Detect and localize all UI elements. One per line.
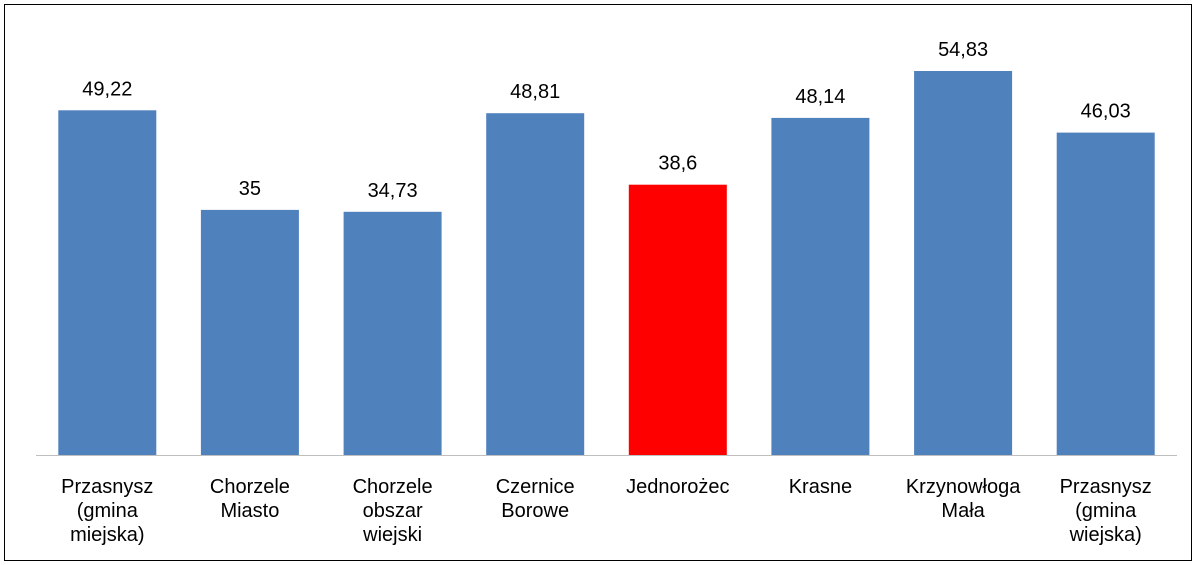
bar-8 [1056, 132, 1155, 455]
category-label-line: wiejska) [1069, 524, 1142, 546]
bar-6 [771, 117, 870, 456]
data-label-6: 48,14 [795, 86, 845, 108]
category-label-4: Czernice Borowe [496, 476, 575, 522]
data-label-5: 38,6 [658, 153, 697, 175]
bar-3 [343, 211, 442, 455]
bar-1 [58, 110, 157, 456]
data-label-8: 46,03 [1081, 101, 1131, 123]
category-label-line: Miasto [220, 500, 279, 522]
category-label-line: miejska) [70, 524, 144, 546]
category-label-line: Czernice [496, 476, 575, 498]
category-label-line: Jednorożec [626, 476, 729, 498]
category-label-line: (gmina [77, 500, 139, 522]
data-label-7: 54,83 [938, 39, 988, 61]
bar-7 [914, 71, 1013, 455]
category-label-line: Przasnysz [1060, 476, 1152, 498]
category-label-line: Przasnysz [61, 476, 153, 498]
bar-4 [486, 113, 585, 455]
category-label-line: obszar [363, 500, 423, 522]
data-label-2: 35 [239, 178, 261, 200]
category-label-line: Chorzele [210, 476, 290, 498]
category-label-3: Chorzele obszar wiejski [353, 476, 433, 546]
data-label-1: 49,22 [82, 78, 132, 100]
category-label-6: Krasne [789, 476, 852, 498]
category-label-7: Krzynowłoga Mała [906, 476, 1021, 522]
category-label-line: Chorzele [353, 476, 433, 498]
category-label-5: Jednorożec [626, 476, 729, 498]
data-label-4: 48,81 [510, 81, 560, 103]
category-label-line: Krasne [789, 476, 852, 498]
category-label-line: Mała [941, 500, 985, 522]
data-label-3: 34,73 [368, 180, 418, 202]
category-label-line: wiejski [362, 524, 422, 546]
category-label-line: (gmina [1075, 500, 1137, 522]
category-label-line: Krzynowłoga [906, 476, 1021, 498]
bar-5 [628, 184, 727, 455]
category-label-8: Przasnysz (gmina wiejska) [1060, 476, 1152, 546]
chart-frame [4, 4, 1192, 561]
category-label-1: Przasnysz (gmina miejska) [61, 476, 153, 546]
category-label-2: Chorzele Miasto [210, 476, 290, 522]
category-label-line: Borowe [501, 500, 569, 522]
bar-2 [200, 209, 299, 455]
